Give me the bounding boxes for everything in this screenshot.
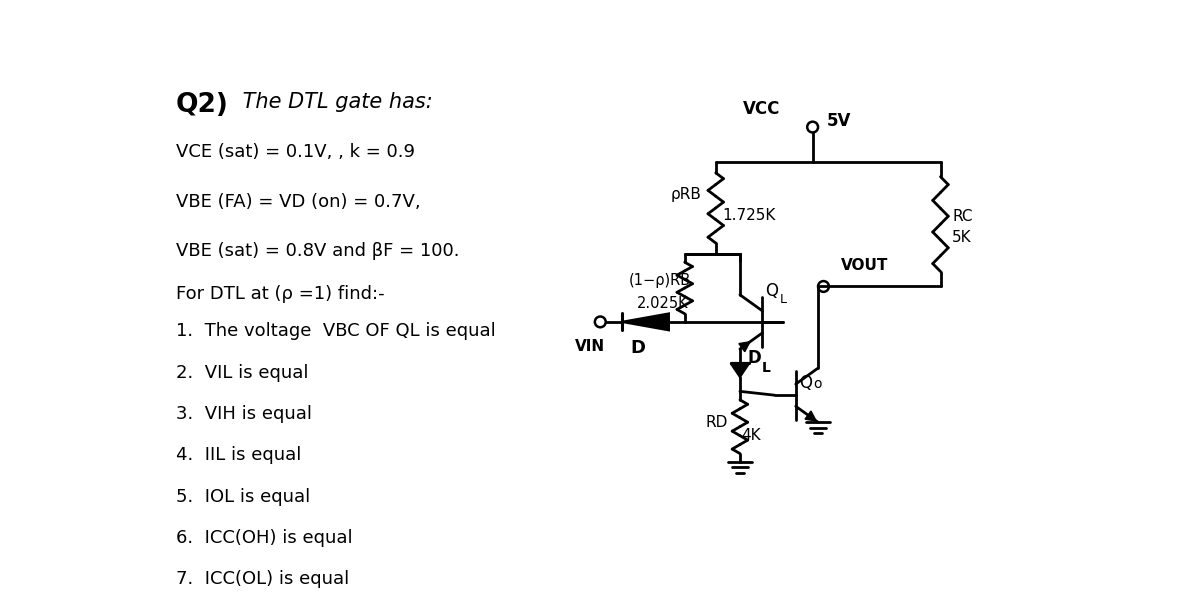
Polygon shape bbox=[622, 313, 668, 330]
Text: (1−ρ)RB: (1−ρ)RB bbox=[629, 273, 691, 288]
Text: 7.  ICC(OL) is equal: 7. ICC(OL) is equal bbox=[176, 570, 349, 589]
Text: Q: Q bbox=[764, 282, 778, 300]
Text: RC: RC bbox=[952, 209, 973, 224]
Text: D: D bbox=[631, 339, 646, 357]
Text: 3.  VIH is equal: 3. VIH is equal bbox=[176, 405, 312, 423]
Polygon shape bbox=[805, 411, 816, 421]
Text: 2.  VIL is equal: 2. VIL is equal bbox=[176, 364, 308, 381]
Text: For DTL at (ρ =1) find:-: For DTL at (ρ =1) find:- bbox=[176, 285, 385, 303]
Text: RD: RD bbox=[706, 416, 728, 430]
Text: 4K: 4K bbox=[742, 429, 761, 444]
Text: VCE (sat) = 0.1V, , k = 0.9: VCE (sat) = 0.1V, , k = 0.9 bbox=[176, 143, 415, 161]
Text: 5K: 5K bbox=[952, 230, 972, 245]
Text: ρRB: ρRB bbox=[671, 187, 702, 202]
Text: 5V: 5V bbox=[827, 112, 851, 130]
Text: VOUT: VOUT bbox=[841, 258, 889, 273]
Text: 2.025K: 2.025K bbox=[637, 296, 689, 311]
Text: 4.  IIL is equal: 4. IIL is equal bbox=[176, 447, 301, 464]
Text: Q: Q bbox=[799, 374, 812, 392]
Text: VCC: VCC bbox=[743, 100, 780, 118]
Text: VIN: VIN bbox=[575, 339, 605, 354]
Text: o: o bbox=[812, 377, 821, 390]
Text: VBE (sat) = 0.8V and βF = 100.: VBE (sat) = 0.8V and βF = 100. bbox=[176, 242, 460, 260]
Text: 1.  The voltage  VBC OF QL is equal: 1. The voltage VBC OF QL is equal bbox=[176, 322, 496, 340]
Text: 6.  ICC(OH) is equal: 6. ICC(OH) is equal bbox=[176, 529, 353, 547]
Text: The DTL gate has:: The DTL gate has: bbox=[235, 93, 432, 112]
Text: VBE (FA) = VD (on) = 0.7V,: VBE (FA) = VD (on) = 0.7V, bbox=[176, 193, 421, 211]
Text: D: D bbox=[748, 349, 762, 367]
Text: Q2): Q2) bbox=[176, 93, 229, 118]
Text: 5.  IOL is equal: 5. IOL is equal bbox=[176, 488, 311, 506]
Polygon shape bbox=[731, 363, 749, 377]
Text: 1.725K: 1.725K bbox=[722, 208, 775, 223]
Text: L: L bbox=[762, 361, 770, 375]
Polygon shape bbox=[739, 341, 750, 352]
Text: L: L bbox=[780, 293, 787, 306]
